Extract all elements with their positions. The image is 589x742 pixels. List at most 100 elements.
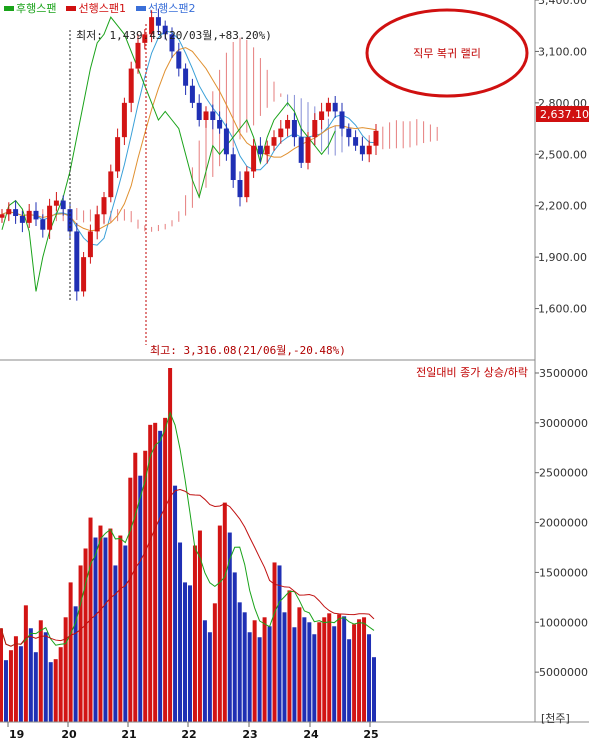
volume-bar (28, 628, 33, 722)
low-annotation: 최저: 1,439.43(20/03월,+83.20%) (76, 29, 272, 42)
volume-tick-label: 1000000 (539, 616, 588, 629)
volume-bar (317, 622, 322, 722)
volume-average-lines (0, 411, 375, 647)
volume-bar (197, 530, 202, 722)
candle-body (325, 102, 331, 112)
volume-bar (133, 452, 138, 722)
candle-body (210, 111, 216, 120)
price-tick-label: 2,200.00 (538, 200, 587, 213)
volume-bar (153, 422, 158, 722)
candle-body (6, 209, 12, 215)
legend-label: 선행스팬2 (147, 2, 196, 15)
rally-circle (365, 8, 529, 98)
volume-bar (267, 626, 272, 722)
time-tick-label: 22 (181, 728, 196, 741)
candle-body (149, 17, 155, 35)
candle-body (53, 200, 59, 206)
volume-bar (322, 617, 327, 722)
volume-bar (93, 537, 98, 722)
volume-bar (237, 602, 242, 722)
volume-bar (282, 612, 287, 722)
volume-bar (0, 628, 3, 722)
legend-item-leading-span-1: 선행스팬1 (66, 0, 126, 16)
candle-body (189, 85, 195, 103)
volume-bar (227, 532, 232, 722)
volume-ma-short (0, 411, 375, 647)
candle-body (47, 205, 53, 230)
volume-bar (302, 617, 307, 722)
candle-body (33, 210, 39, 220)
volume-bar (347, 639, 352, 722)
time-tick-label: 23 (242, 728, 257, 741)
candle-body (162, 25, 168, 35)
price-tick-label: 1,600.00 (538, 303, 587, 316)
volume-bar (18, 646, 23, 722)
volume-tick-label: 2000000 (539, 517, 588, 530)
volume-bar (352, 624, 357, 722)
rally-note: 직무 복귀 랠리 (413, 47, 481, 60)
time-tick-label: 24 (303, 728, 319, 741)
volume-bar (118, 535, 123, 722)
price-tick-label: 3,100.00 (538, 45, 587, 58)
candle-body (0, 214, 5, 218)
base-line (1, 47, 377, 232)
volume-bar (272, 562, 277, 722)
legend-swatch (66, 5, 77, 11)
candle-body (298, 137, 304, 163)
volume-bar (207, 632, 212, 722)
volume-bar (178, 542, 183, 722)
candle-body (373, 130, 379, 146)
lagging-span-line (1, 16, 336, 292)
candle-body (60, 200, 66, 210)
candle-body (169, 34, 175, 52)
volume-tick-label: 3500000 (539, 367, 588, 380)
candle-body (366, 145, 372, 155)
candle-body (251, 145, 257, 172)
volume-bar (98, 525, 103, 722)
volume-bar (173, 485, 178, 722)
volume-bar (327, 613, 332, 722)
candle-body (223, 128, 229, 155)
volume-bar (242, 612, 247, 722)
candle-body (244, 171, 250, 198)
volume-bar (362, 617, 367, 722)
legend-item-leading-span-2: 선행스팬2 (135, 0, 196, 16)
candle-body (346, 128, 352, 138)
candle-body (67, 209, 73, 232)
candle-body (203, 111, 209, 120)
indicator-lines (1, 16, 377, 292)
legend-item-lagging-span: 후행스팬 (4, 0, 56, 16)
volume-bar (38, 620, 43, 722)
candle-body (19, 216, 25, 223)
candle-body (230, 154, 236, 180)
candle-body (155, 17, 161, 26)
volume-bar (68, 582, 73, 722)
volume-bar (277, 565, 282, 722)
volume-bar (8, 650, 13, 722)
volume-bar (113, 565, 118, 722)
legend-label: 후행스팬 (16, 2, 57, 15)
last-price-badge (536, 106, 589, 122)
volume-bar (158, 430, 163, 722)
volume-bar (138, 475, 143, 722)
volume-bar (332, 626, 337, 722)
legend: 후행스팬 선행스팬1 선행스팬2 (0, 0, 195, 16)
time-tick-label: 19 (9, 728, 24, 741)
price-tick-label: 2,500.00 (538, 148, 587, 161)
candle-body (74, 231, 80, 292)
candle-body (183, 68, 189, 86)
candle-body (257, 145, 263, 155)
price-tick-label: 3,400.00 (538, 0, 587, 7)
chart-frame (0, 0, 589, 723)
volume-bar (367, 634, 372, 722)
volume-bar (43, 632, 48, 722)
volume-bar (148, 424, 153, 722)
volume-unit-label: [천주] (541, 711, 570, 725)
volume-bar (372, 657, 376, 722)
candle-body (87, 231, 93, 258)
candle-body (312, 120, 318, 138)
volume-bar (357, 619, 362, 722)
candle-body (278, 128, 284, 138)
volume-bar (73, 606, 78, 722)
